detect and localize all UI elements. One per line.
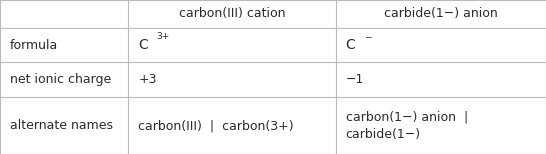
Text: carbon(1−) anion  |: carbon(1−) anion | (346, 110, 468, 123)
Text: formula: formula (10, 38, 58, 52)
Text: carbide(1−) anion: carbide(1−) anion (384, 7, 498, 20)
Text: −1: −1 (346, 73, 364, 86)
Text: carbon(III) cation: carbon(III) cation (179, 7, 286, 20)
Text: +3: +3 (138, 73, 157, 86)
Text: C: C (346, 38, 355, 52)
Text: 3+: 3+ (157, 32, 170, 41)
Text: carbon(III)  |  carbon(3+): carbon(III) | carbon(3+) (138, 119, 294, 132)
Text: carbide(1−): carbide(1−) (346, 128, 421, 141)
Text: C: C (138, 38, 148, 52)
Text: alternate names: alternate names (10, 119, 113, 132)
Text: −: − (364, 32, 372, 41)
Text: net ionic charge: net ionic charge (10, 73, 111, 86)
